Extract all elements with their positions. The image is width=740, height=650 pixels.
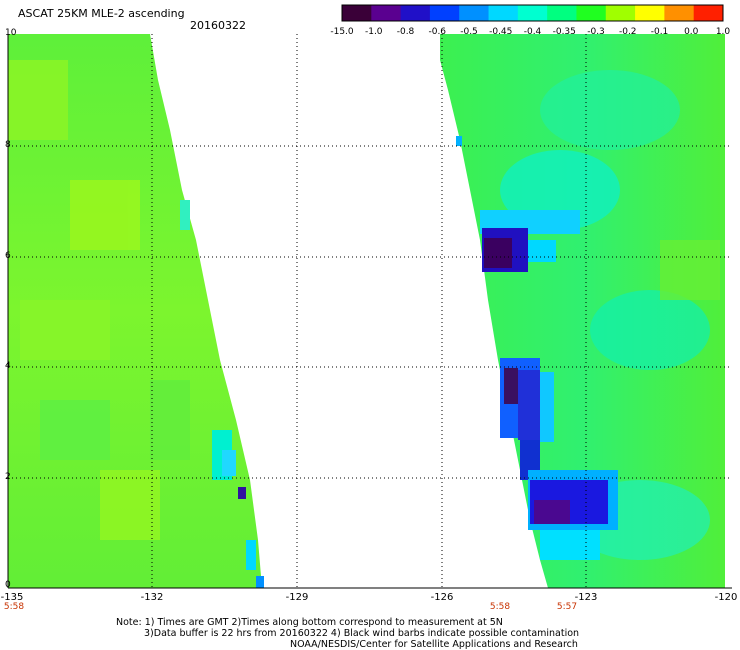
colorbar-swatch xyxy=(371,5,402,21)
x-tick-120: -120 xyxy=(714,592,738,603)
x-tick-123: -123 xyxy=(574,592,598,603)
x-tick-126: -126 xyxy=(430,592,454,603)
y-tick-0: 0 xyxy=(5,580,11,590)
colorbar-label: -0.45 xyxy=(489,27,513,37)
colorbar-label: -15.0 xyxy=(330,27,354,37)
note-line-3: NOAA/NESDIS/Center for Satellite Applica… xyxy=(290,639,578,650)
y-tick-6: 6 xyxy=(5,251,11,261)
y-tick-2: 2 xyxy=(5,472,11,482)
x-tick-129: -129 xyxy=(285,592,309,603)
colorbar-label: -0.6 xyxy=(428,27,447,37)
colorbar-label: -0.35 xyxy=(552,27,576,37)
colorbar-swatch xyxy=(547,5,577,21)
colorbar-swatch xyxy=(459,5,490,21)
colorbar xyxy=(341,4,724,22)
date-label: 20160322 xyxy=(190,19,246,32)
left-swath-edge xyxy=(180,200,264,588)
note-line-2: 3)Data buffer is 22 hrs from 20160322 4)… xyxy=(144,628,580,639)
colorbar-label: -0.8 xyxy=(396,27,415,37)
time-right: 5:57 xyxy=(556,602,578,612)
grid xyxy=(8,34,732,588)
colorbar-label: -0.3 xyxy=(587,27,605,37)
colorbar-label: -0.5 xyxy=(460,27,478,37)
right-swath-texture xyxy=(456,70,720,560)
colorbar-label: -0.4 xyxy=(523,27,542,37)
y-tick-8: 8 xyxy=(5,140,11,150)
y-tick-10: 10 xyxy=(5,28,17,38)
colorbar-swatch xyxy=(342,5,372,21)
colorbar-label: 0.0 xyxy=(684,27,699,37)
x-tick-135: -135 xyxy=(0,592,24,603)
left-swath-texture xyxy=(8,60,190,540)
time-left: 5:58 xyxy=(3,602,25,612)
colorbar-label: -0.1 xyxy=(650,27,669,37)
time-mid: 5:58 xyxy=(489,602,511,612)
x-tick-132: -132 xyxy=(140,592,164,603)
title: ASCAT 25KM MLE-2 ascending xyxy=(18,7,185,20)
colorbar-frame xyxy=(341,4,724,22)
colorbar-swatch xyxy=(517,5,548,21)
y-tick-4: 4 xyxy=(5,361,11,371)
colorbar-swatch xyxy=(693,5,724,21)
colorbar-label: -0.2 xyxy=(618,27,637,37)
colorbar-swatch xyxy=(605,5,636,21)
colorbar-label: -1.0 xyxy=(364,27,383,37)
colorbar-swatch xyxy=(576,5,607,21)
colorbar-swatch xyxy=(400,5,431,21)
colorbar-swatch xyxy=(635,5,665,21)
colorbar-swatch xyxy=(429,5,460,21)
colorbar-swatch xyxy=(664,5,695,21)
colorbar-swatch xyxy=(488,5,519,21)
axis-ticks xyxy=(7,34,732,589)
colorbar-label: 1.0 xyxy=(715,27,731,37)
note-line-1: Note: 1) Times are GMT 2)Times along bot… xyxy=(116,617,503,628)
